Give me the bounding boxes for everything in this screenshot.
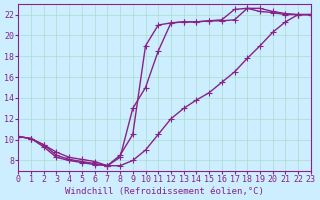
X-axis label: Windchill (Refroidissement éolien,°C): Windchill (Refroidissement éolien,°C) xyxy=(65,187,264,196)
